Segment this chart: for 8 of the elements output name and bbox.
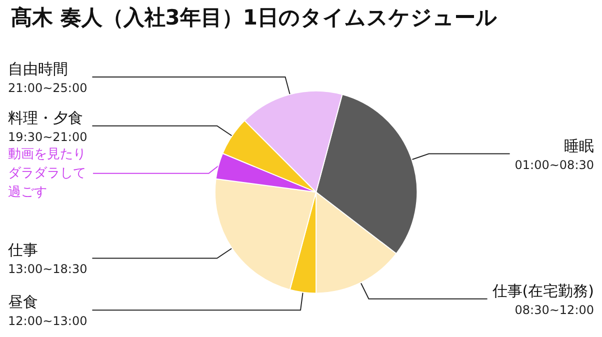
slice-label: 仕事(在宅勤務) 08:30~12:00 bbox=[491, 282, 594, 317]
chart-title: 髙木 奏人（入社3年目）1日のタイムスケジュール bbox=[11, 6, 498, 30]
slice-label: 自由時間 21:00~25:00 bbox=[8, 60, 88, 96]
slice-label: 仕事 13:00~18:30 bbox=[7, 241, 88, 276]
slice-label: 昼食 12:00~13:00 bbox=[8, 293, 88, 328]
slice-label: 料理・夕食 19:30~21:00 bbox=[8, 108, 88, 144]
slice-label: 睡眠 01:00~08:30 bbox=[514, 136, 594, 172]
slice-label: 動画を見たりダラダラして過ごす bbox=[8, 146, 86, 200]
